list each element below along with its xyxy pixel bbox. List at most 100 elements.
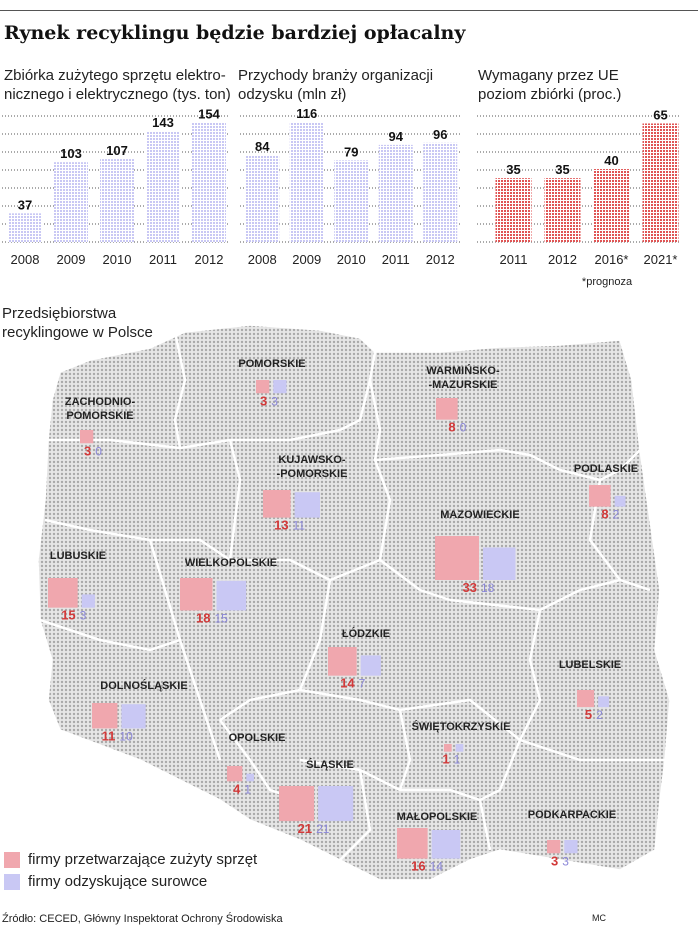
value-label-revenue-0: 84 [255,139,270,154]
value-label-collection-0: 37 [18,197,32,212]
recovery-square-kujawsko-pomorskie [294,492,321,518]
value-label-eu-0: 35 [506,162,520,177]
bar-collection-2 [100,159,134,242]
legend-label-recovery: firmy odzyskujące surowce [28,873,208,890]
recovery-count-łódzkie: 7 [359,677,366,691]
bar-charts: 37 2008 103 2009 107 2010 143 2011 154 2012 84 200… [2,106,680,288]
value-label-collection-4: 154 [198,107,220,122]
processing-square-małopolskie [397,828,428,859]
region-label-mazowieckie: MAZOWIECKIE [440,509,519,521]
processing-count-lubelskie: 5 [585,707,592,722]
border [228,439,242,561]
processing-square-śląskie [279,786,315,822]
processing-square-świętokrzyskie [444,744,452,752]
bar-collection-4 [192,122,226,242]
x-tick-collection-1: 2009 [57,252,86,267]
border [449,578,621,612]
recovery-count-dolnośląskie: 10 [119,729,133,743]
recovery-count-zachodnio-pomorskie: 0 [95,444,102,458]
processing-square-pomorskie [256,380,270,394]
x-tick-eu-2: 2016* [595,252,629,267]
processing-count-opolskie: 4 [233,781,241,796]
processing-count-podlaskie: 8 [601,507,608,522]
recovery-square-śląskie [318,786,354,822]
recovery-square-lubuskie [81,594,95,608]
page-title: Rynek recyklingu będzie bardziej opłacal… [4,22,466,44]
chart1-title-line1: Zbiórka zużytego sprzętu elektro- [4,67,226,84]
recovery-count-małopolskie: 14 [430,860,444,874]
processing-square-wielkopolskie [180,578,213,611]
region-label-małopolskie: MAŁOPOLSKIE [397,811,478,823]
region-label-zachodnio-pomorskie: POMORSKIE [66,410,133,422]
border [398,709,412,791]
bar-eu-2 [593,169,630,242]
map-title-line2: recyklingowe w Polsce [2,324,153,341]
x-tick-revenue-3: 2011 [382,252,410,267]
recovery-count-pomorskie: 3 [271,394,278,408]
border [519,738,665,762]
chart3-title-line2: poziom zbiórki (proc.) [478,86,622,103]
processing-square-podlaskie [589,485,611,507]
processing-count-lubuskie: 15 [61,608,75,623]
region-label-lubuskie: LUBUSKIE [50,550,106,562]
top-rule [0,10,698,11]
legend-label-processing: firmy przetwarzające zużyty sprzęt [28,851,258,868]
chart2-title: Przychody branży organizacji odzysku (ml… [238,66,433,104]
poland-outline [37,324,671,881]
region-label-kujawsko-pomorskie: -POMORSKIE [277,468,348,480]
processing-square-podkarpackie [547,840,561,854]
x-tick-collection-0: 2008 [11,252,40,267]
legend-recovery: firmy odzyskujące surowce [4,873,207,890]
x-tick-eu-3: 2021* [644,252,678,267]
region-label-wielkopolskie: WIELKOPOLSKIE [185,557,277,569]
recovery-square-pomorskie [273,380,287,394]
border [230,558,451,602]
bar-collection-1 [54,162,88,242]
region-label-lubelskie: LUBELSKIE [559,659,621,671]
chart-revenue: 84 2008 116 2009 79 2010 94 2011 96 2012 [240,106,460,267]
processing-count-wielkopolskie: 18 [196,610,210,625]
chart-collection: 37 2008 103 2009 107 2010 143 2011 154 2012 [2,107,230,267]
recovery-count-kujawsko-pomorskie: 11 [293,519,306,533]
processing-count-pomorskie: 3 [260,393,267,408]
processing-square-łódzkie [328,647,357,676]
value-label-collection-2: 107 [106,143,128,158]
region-label-podkarpackie: PODKARPACKIE [528,809,616,821]
processing-square-lubelskie [577,690,595,708]
region-label-dolnośląskie: DOLNOŚLĄSKIE [100,679,187,692]
recovery-count-świętokrzyskie: 1 [454,753,461,767]
value-label-collection-3: 143 [152,115,174,130]
bar-eu-1 [544,178,581,242]
x-tick-revenue-4: 2012 [426,252,455,267]
recovery-square-wielkopolskie [216,580,247,611]
legend-processing: firmy przetwarzające zużyty sprzęt [4,851,257,868]
chart1-title: Zbiórka zużytego sprzętu elektro- niczne… [4,66,231,104]
bar-revenue-2 [334,160,369,242]
region-label-śląskie: ŚLĄSKIE [306,758,354,771]
border [478,799,492,851]
value-label-eu-2: 40 [604,153,618,168]
chart2-title-line2: odzysku (mln zł) [238,86,347,103]
border [374,448,641,482]
border [339,769,372,861]
region-label-świętokrzyskie: ŚWIĘTOKRZYSKIE [412,720,511,733]
legend-swatch-processing [4,851,20,868]
region-label-podlaskie: PODLASKIE [574,463,638,475]
processing-square-dolnośląskie [92,703,118,729]
bar-revenue-0 [245,155,280,242]
x-tick-revenue-1: 2009 [292,252,321,267]
recovery-count-podlaskie: 2 [613,508,620,522]
value-label-eu-3: 65 [653,107,667,122]
region-label-pomorskie: POMORSKIE [238,358,305,370]
bar-revenue-4 [423,142,458,242]
bar-collection-0 [8,213,42,242]
recovery-count-lubelskie: 2 [596,708,603,722]
bar-eu-3 [642,123,679,242]
value-label-eu-1: 35 [555,162,569,177]
recovery-count-podkarpackie: 3 [562,854,569,868]
recovery-count-lubuskie: 3 [80,609,87,623]
processing-square-opolskie [227,766,243,782]
map-title: Przedsiębiorstwa recyklingowe w Polsce [2,304,153,342]
processing-square-warmińsko-mazurskie [436,398,458,420]
